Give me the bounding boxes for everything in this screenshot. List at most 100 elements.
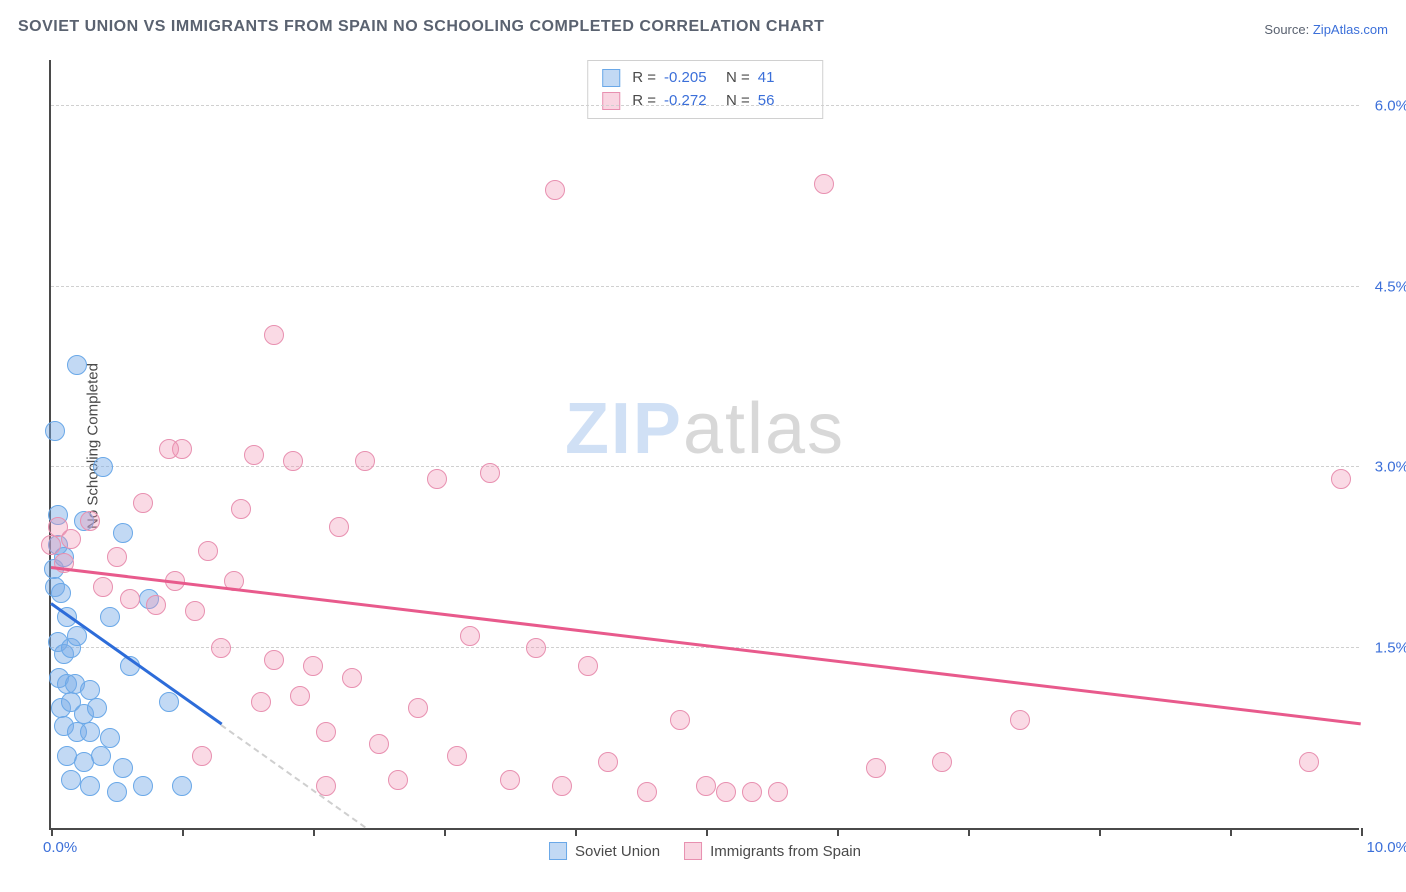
- data-point: [80, 511, 100, 531]
- x-min-label: 0.0%: [43, 839, 77, 856]
- data-point: [316, 722, 336, 742]
- data-point: [545, 180, 565, 200]
- data-point: [283, 451, 303, 471]
- data-point: [552, 776, 572, 796]
- n-label: N =: [726, 90, 750, 113]
- legend: Soviet Union Immigrants from Spain: [549, 842, 861, 860]
- data-point: [41, 535, 61, 555]
- data-point: [192, 746, 212, 766]
- data-point: [45, 421, 65, 441]
- watermark-zip: ZIP: [565, 389, 683, 469]
- legend-swatch-soviet: [549, 842, 567, 860]
- data-point: [51, 583, 71, 603]
- data-point: [211, 638, 231, 658]
- data-point: [388, 770, 408, 790]
- gridline: [51, 286, 1359, 287]
- correlation-stats-box: R = -0.205 N = 41 R = -0.272 N = 56: [587, 60, 823, 119]
- data-point: [133, 776, 153, 796]
- source-attribution: Source: ZipAtlas.com: [1264, 22, 1388, 37]
- xtick: [968, 828, 970, 836]
- ytick-label: 4.5%: [1375, 278, 1406, 295]
- data-point: [80, 680, 100, 700]
- data-point: [598, 752, 618, 772]
- data-point: [113, 758, 133, 778]
- data-point: [120, 589, 140, 609]
- legend-label-spain: Immigrants from Spain: [710, 843, 861, 860]
- watermark-atlas: atlas: [683, 389, 845, 469]
- data-point: [93, 457, 113, 477]
- legend-label-soviet: Soviet Union: [575, 843, 660, 860]
- xtick: [1099, 828, 1101, 836]
- data-point: [231, 499, 251, 519]
- data-point: [637, 782, 657, 802]
- data-point: [159, 439, 179, 459]
- data-point: [742, 782, 762, 802]
- data-point: [427, 469, 447, 489]
- xtick: [837, 828, 839, 836]
- data-point: [172, 776, 192, 796]
- xtick: [444, 828, 446, 836]
- data-point: [1010, 710, 1030, 730]
- data-point: [244, 445, 264, 465]
- data-point: [329, 517, 349, 537]
- xtick: [182, 828, 184, 836]
- data-point: [814, 174, 834, 194]
- data-point: [696, 776, 716, 796]
- data-point: [251, 692, 271, 712]
- gridline: [51, 105, 1359, 106]
- data-point: [303, 656, 323, 676]
- xtick: [313, 828, 315, 836]
- ytick-label: 1.5%: [1375, 639, 1406, 656]
- r-label: R =: [632, 90, 656, 113]
- ytick-label: 3.0%: [1375, 459, 1406, 476]
- data-point: [198, 541, 218, 561]
- data-point: [61, 770, 81, 790]
- data-point: [113, 523, 133, 543]
- data-point: [80, 776, 100, 796]
- r-label: R =: [632, 67, 656, 90]
- trend-extension: [221, 724, 366, 828]
- xtick: [706, 828, 708, 836]
- data-point: [185, 601, 205, 621]
- data-point: [67, 355, 87, 375]
- data-point: [768, 782, 788, 802]
- data-point: [264, 650, 284, 670]
- data-point: [107, 782, 127, 802]
- data-point: [1299, 752, 1319, 772]
- data-point: [670, 710, 690, 730]
- legend-swatch-spain: [684, 842, 702, 860]
- legend-item-spain: Immigrants from Spain: [684, 842, 861, 860]
- data-point: [290, 686, 310, 706]
- data-point: [91, 746, 111, 766]
- r-value-soviet: -0.205: [664, 67, 714, 90]
- stats-row-soviet: R = -0.205 N = 41: [602, 67, 808, 90]
- data-point: [93, 577, 113, 597]
- data-point: [107, 547, 127, 567]
- data-point: [355, 451, 375, 471]
- data-point: [447, 746, 467, 766]
- data-point: [61, 529, 81, 549]
- data-point: [460, 626, 480, 646]
- swatch-spain: [602, 92, 620, 110]
- n-label: N =: [726, 67, 750, 90]
- source-link[interactable]: ZipAtlas.com: [1313, 22, 1388, 37]
- data-point: [480, 463, 500, 483]
- data-point: [133, 493, 153, 513]
- data-point: [100, 728, 120, 748]
- gridline: [51, 466, 1359, 467]
- data-point: [159, 692, 179, 712]
- data-point: [500, 770, 520, 790]
- data-point: [932, 752, 952, 772]
- legend-item-soviet: Soviet Union: [549, 842, 660, 860]
- ytick-label: 6.0%: [1375, 98, 1406, 115]
- data-point: [578, 656, 598, 676]
- stats-row-spain: R = -0.272 N = 56: [602, 90, 808, 113]
- n-value-soviet: 41: [758, 67, 808, 90]
- data-point: [80, 722, 100, 742]
- data-point: [526, 638, 546, 658]
- data-point: [87, 698, 107, 718]
- watermark: ZIPatlas: [565, 388, 845, 470]
- r-value-spain: -0.272: [664, 90, 714, 113]
- data-point: [1331, 469, 1351, 489]
- correlation-chart: SOVIET UNION VS IMMIGRANTS FROM SPAIN NO…: [0, 0, 1406, 892]
